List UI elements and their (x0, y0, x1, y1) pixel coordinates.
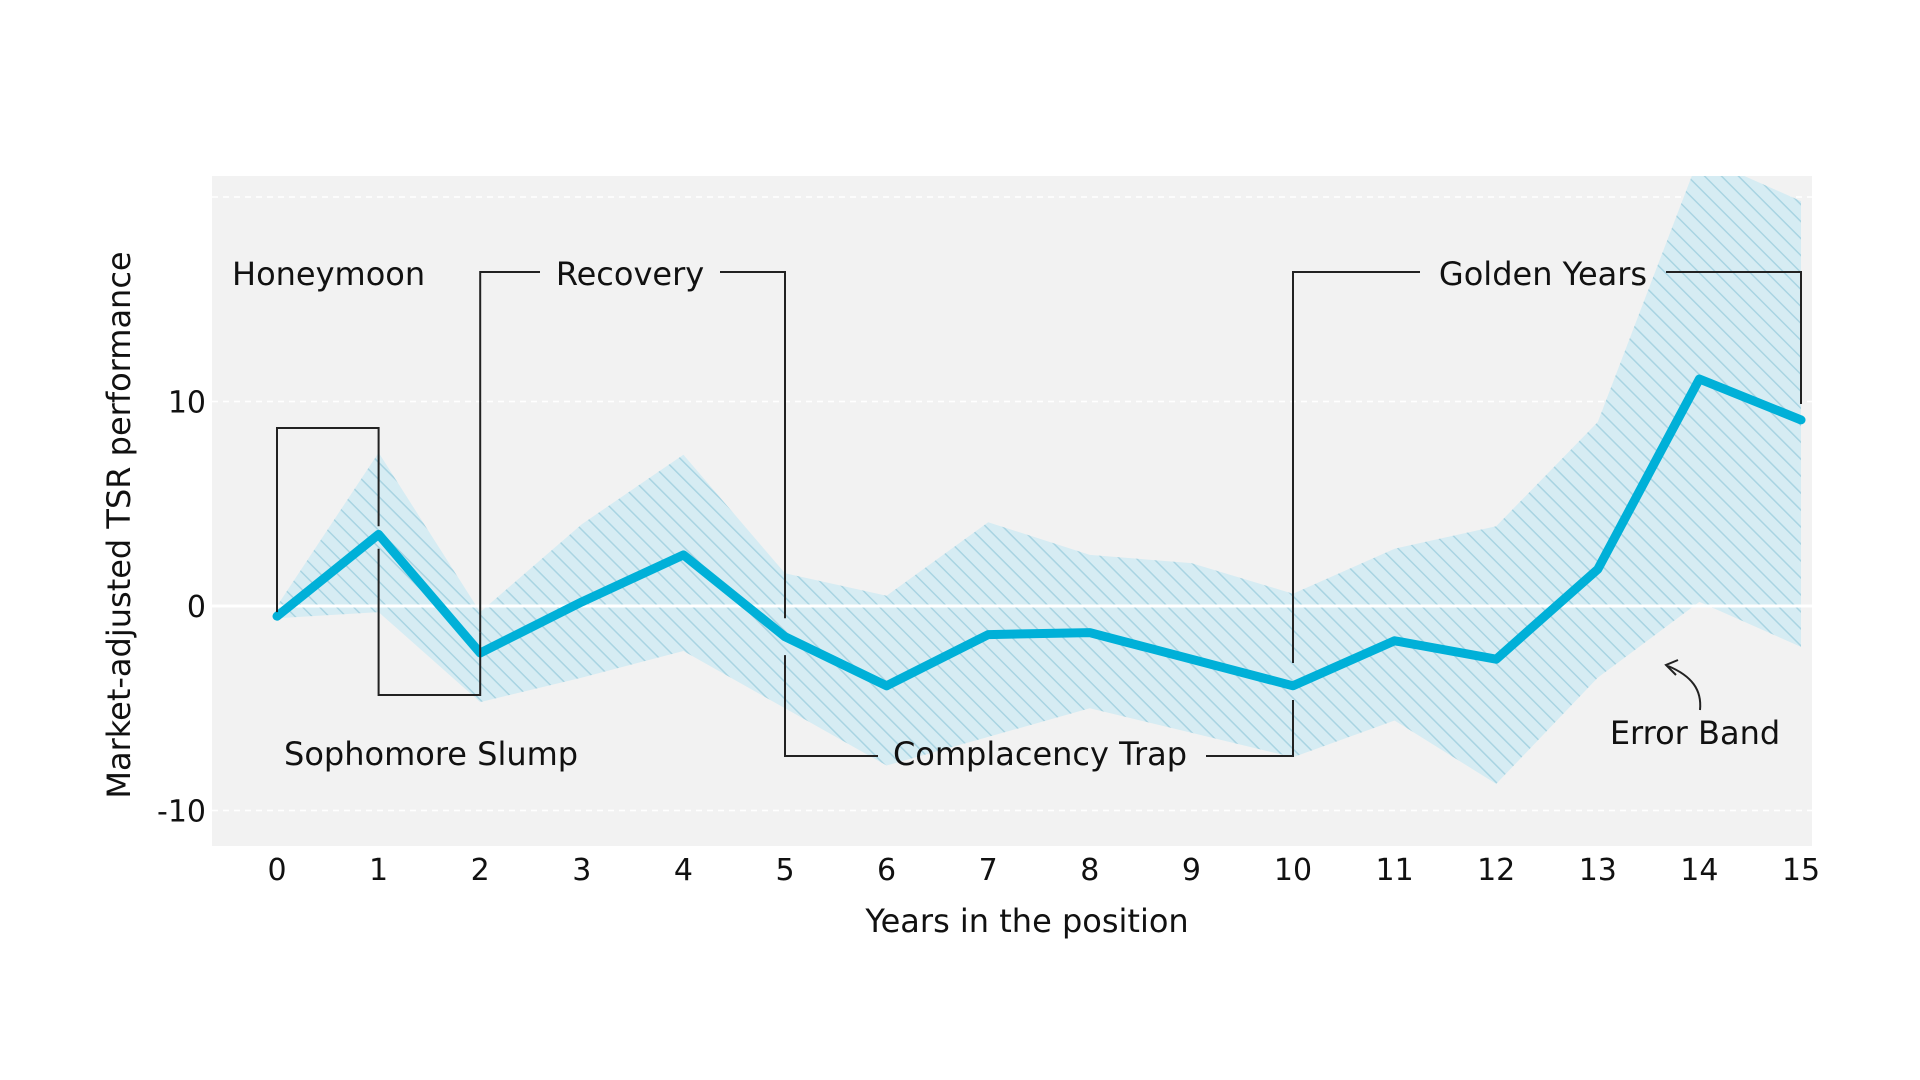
error-band-arrowhead (1664, 659, 1679, 676)
error-band-arrow (1667, 665, 1702, 711)
x-tick-label: 4 (674, 853, 693, 888)
x-tick-label: 8 (1080, 853, 1099, 888)
phase-bracket (377, 548, 482, 696)
x-tick-label: 11 (1376, 853, 1414, 888)
phase-label-honeymoon: Honeymoon (232, 255, 425, 293)
series-layer (272, 374, 1806, 691)
x-tick-label: 5 (775, 853, 794, 888)
y-tick-label: 0 (187, 590, 206, 625)
x-tick-label: 6 (877, 853, 896, 888)
error-band-layer (277, 176, 1801, 784)
phase-label-complacency-trap: Complacency Trap (893, 735, 1187, 773)
phase-bracket (1292, 271, 1420, 663)
series-line (272, 374, 1806, 691)
y-axis-title: Market-adjusted TSR performance (100, 251, 138, 798)
phase-bracket (1666, 271, 1802, 404)
x-tick-label: 2 (471, 853, 490, 888)
phase-bracket (720, 271, 786, 619)
phase-label-recovery: Recovery (556, 255, 704, 293)
x-tick-label: 10 (1274, 853, 1312, 888)
x-tick-label: 3 (572, 853, 591, 888)
x-tick-label: 9 (1182, 853, 1201, 888)
phase-bracket (479, 271, 540, 633)
error-band (277, 176, 1801, 784)
x-tick-label: 7 (979, 853, 998, 888)
x-tick-label: 0 (267, 853, 286, 888)
x-tick-label: 1 (369, 853, 388, 888)
x-tick-label: 15 (1782, 853, 1820, 888)
phase-label-golden-years: Golden Years (1439, 255, 1647, 293)
x-tick-label: 14 (1680, 853, 1718, 888)
phase-label-sophomore-slump: Sophomore Slump (284, 735, 578, 773)
y-tick-label: 10 (168, 386, 206, 421)
y-tick-label: -10 (157, 795, 206, 830)
phase-bracket (784, 655, 878, 757)
phase-bracket (1206, 700, 1294, 757)
grid-lines (212, 196, 1812, 812)
error-band-label: Error Band (1610, 714, 1780, 752)
x-tick-label: 12 (1477, 853, 1515, 888)
x-tick-label: 13 (1579, 853, 1617, 888)
phase-bracket (276, 427, 380, 613)
x-axis-title: Years in the position (864, 902, 1188, 940)
phase-brackets (276, 271, 1802, 757)
